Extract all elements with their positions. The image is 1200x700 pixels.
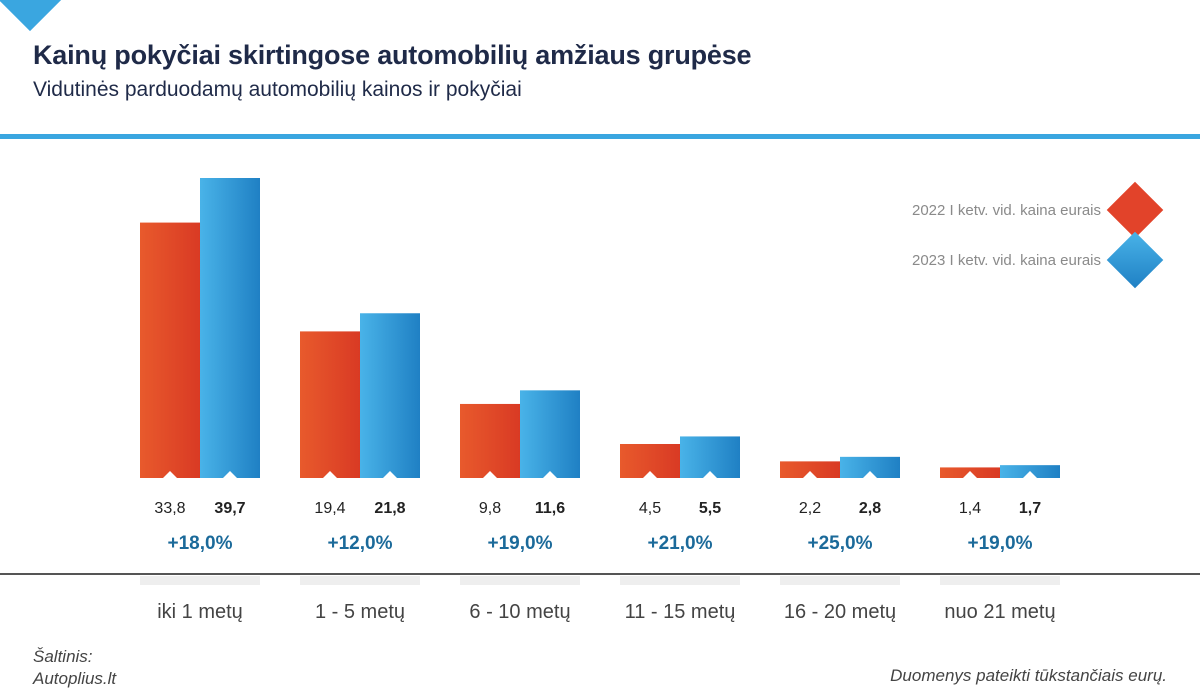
legend-label-2022: 2022 I ketv. vid. kaina eurais [912,201,1101,219]
bar-2023 [840,456,900,478]
value-label-2023: 11,6 [535,500,565,517]
value-label-2022: 9,8 [479,500,501,517]
category-tab [620,576,740,585]
bar-2023 [200,178,260,478]
bar-notch-marker [483,471,497,478]
bar-notch-marker [803,471,817,478]
bar-notch-marker [223,471,237,478]
bar-notch-marker [703,471,717,478]
value-label-2023: 21,8 [374,500,405,517]
value-label-2023: 39,7 [214,500,245,517]
value-label-2023: 2,8 [859,500,881,517]
source-name: Autoplius.lt [33,669,117,688]
bar-notch-marker [323,471,337,478]
change-label: +18,0% [168,533,233,554]
category-tab [780,576,900,585]
category-label: 16 - 20 metų [784,601,896,623]
category-tab [140,576,260,585]
bar-2022 [300,331,360,478]
value-label-2023: 1,7 [1019,500,1041,517]
category-label: 11 - 15 metų [625,601,736,623]
units-note: Duomenys pateikti tūkstančiais eurų. [890,666,1167,685]
page-subtitle: Vidutinės parduodamų automobilių kainos … [33,78,522,101]
legend-item-2022: 2022 I ketv. vid. kaina eurais [912,181,1164,239]
legend-item-2023: 2023 I ketv. vid. kaina eurais [912,231,1164,289]
source-note: Šaltinis: Autoplius.lt [33,646,116,690]
header-divider [0,134,1200,139]
page-title: Kainų pokyčiai skirtingose automobilių a… [33,40,752,70]
bar-2022 [460,403,520,478]
value-label-2023: 5,5 [699,500,721,517]
bar-2022 [140,222,200,478]
category-tab [940,576,1060,585]
change-label: +19,0% [968,533,1033,554]
legend-label-2023: 2023 I ketv. vid. kaina eurais [912,251,1101,269]
change-label: +21,0% [648,533,713,554]
bar-notch-marker [863,471,877,478]
bar-notch-marker [643,471,657,478]
category-label: 6 - 10 metų [469,601,570,623]
change-label: +19,0% [488,533,553,554]
bar-2022 [780,461,840,478]
category-label: nuo 21 metų [944,601,1055,623]
category-label: 1 - 5 metų [315,601,405,623]
value-label-2022: 19,4 [314,500,345,517]
source-label: Šaltinis: [33,647,93,666]
bar-2023 [520,390,580,478]
category-tab [300,576,420,585]
legend-swatch-red [1106,181,1164,239]
change-label: +25,0% [808,533,873,554]
bar-notch-marker [163,471,177,478]
bar-2023 [360,313,420,478]
value-label-2022: 1,4 [959,500,981,517]
bar-notch-marker [383,471,397,478]
value-label-2022: 2,2 [799,500,821,517]
value-label-2022: 33,8 [154,500,185,517]
bar-notch-marker [963,471,977,478]
value-label-2022: 4,5 [639,500,661,517]
category-tab [460,576,580,585]
category-label: iki 1 metų [157,601,243,623]
bar-notch-marker [543,471,557,478]
bar-notch-marker [1023,471,1037,478]
change-label: +12,0% [328,533,393,554]
legend-swatch-blue [1106,231,1164,289]
